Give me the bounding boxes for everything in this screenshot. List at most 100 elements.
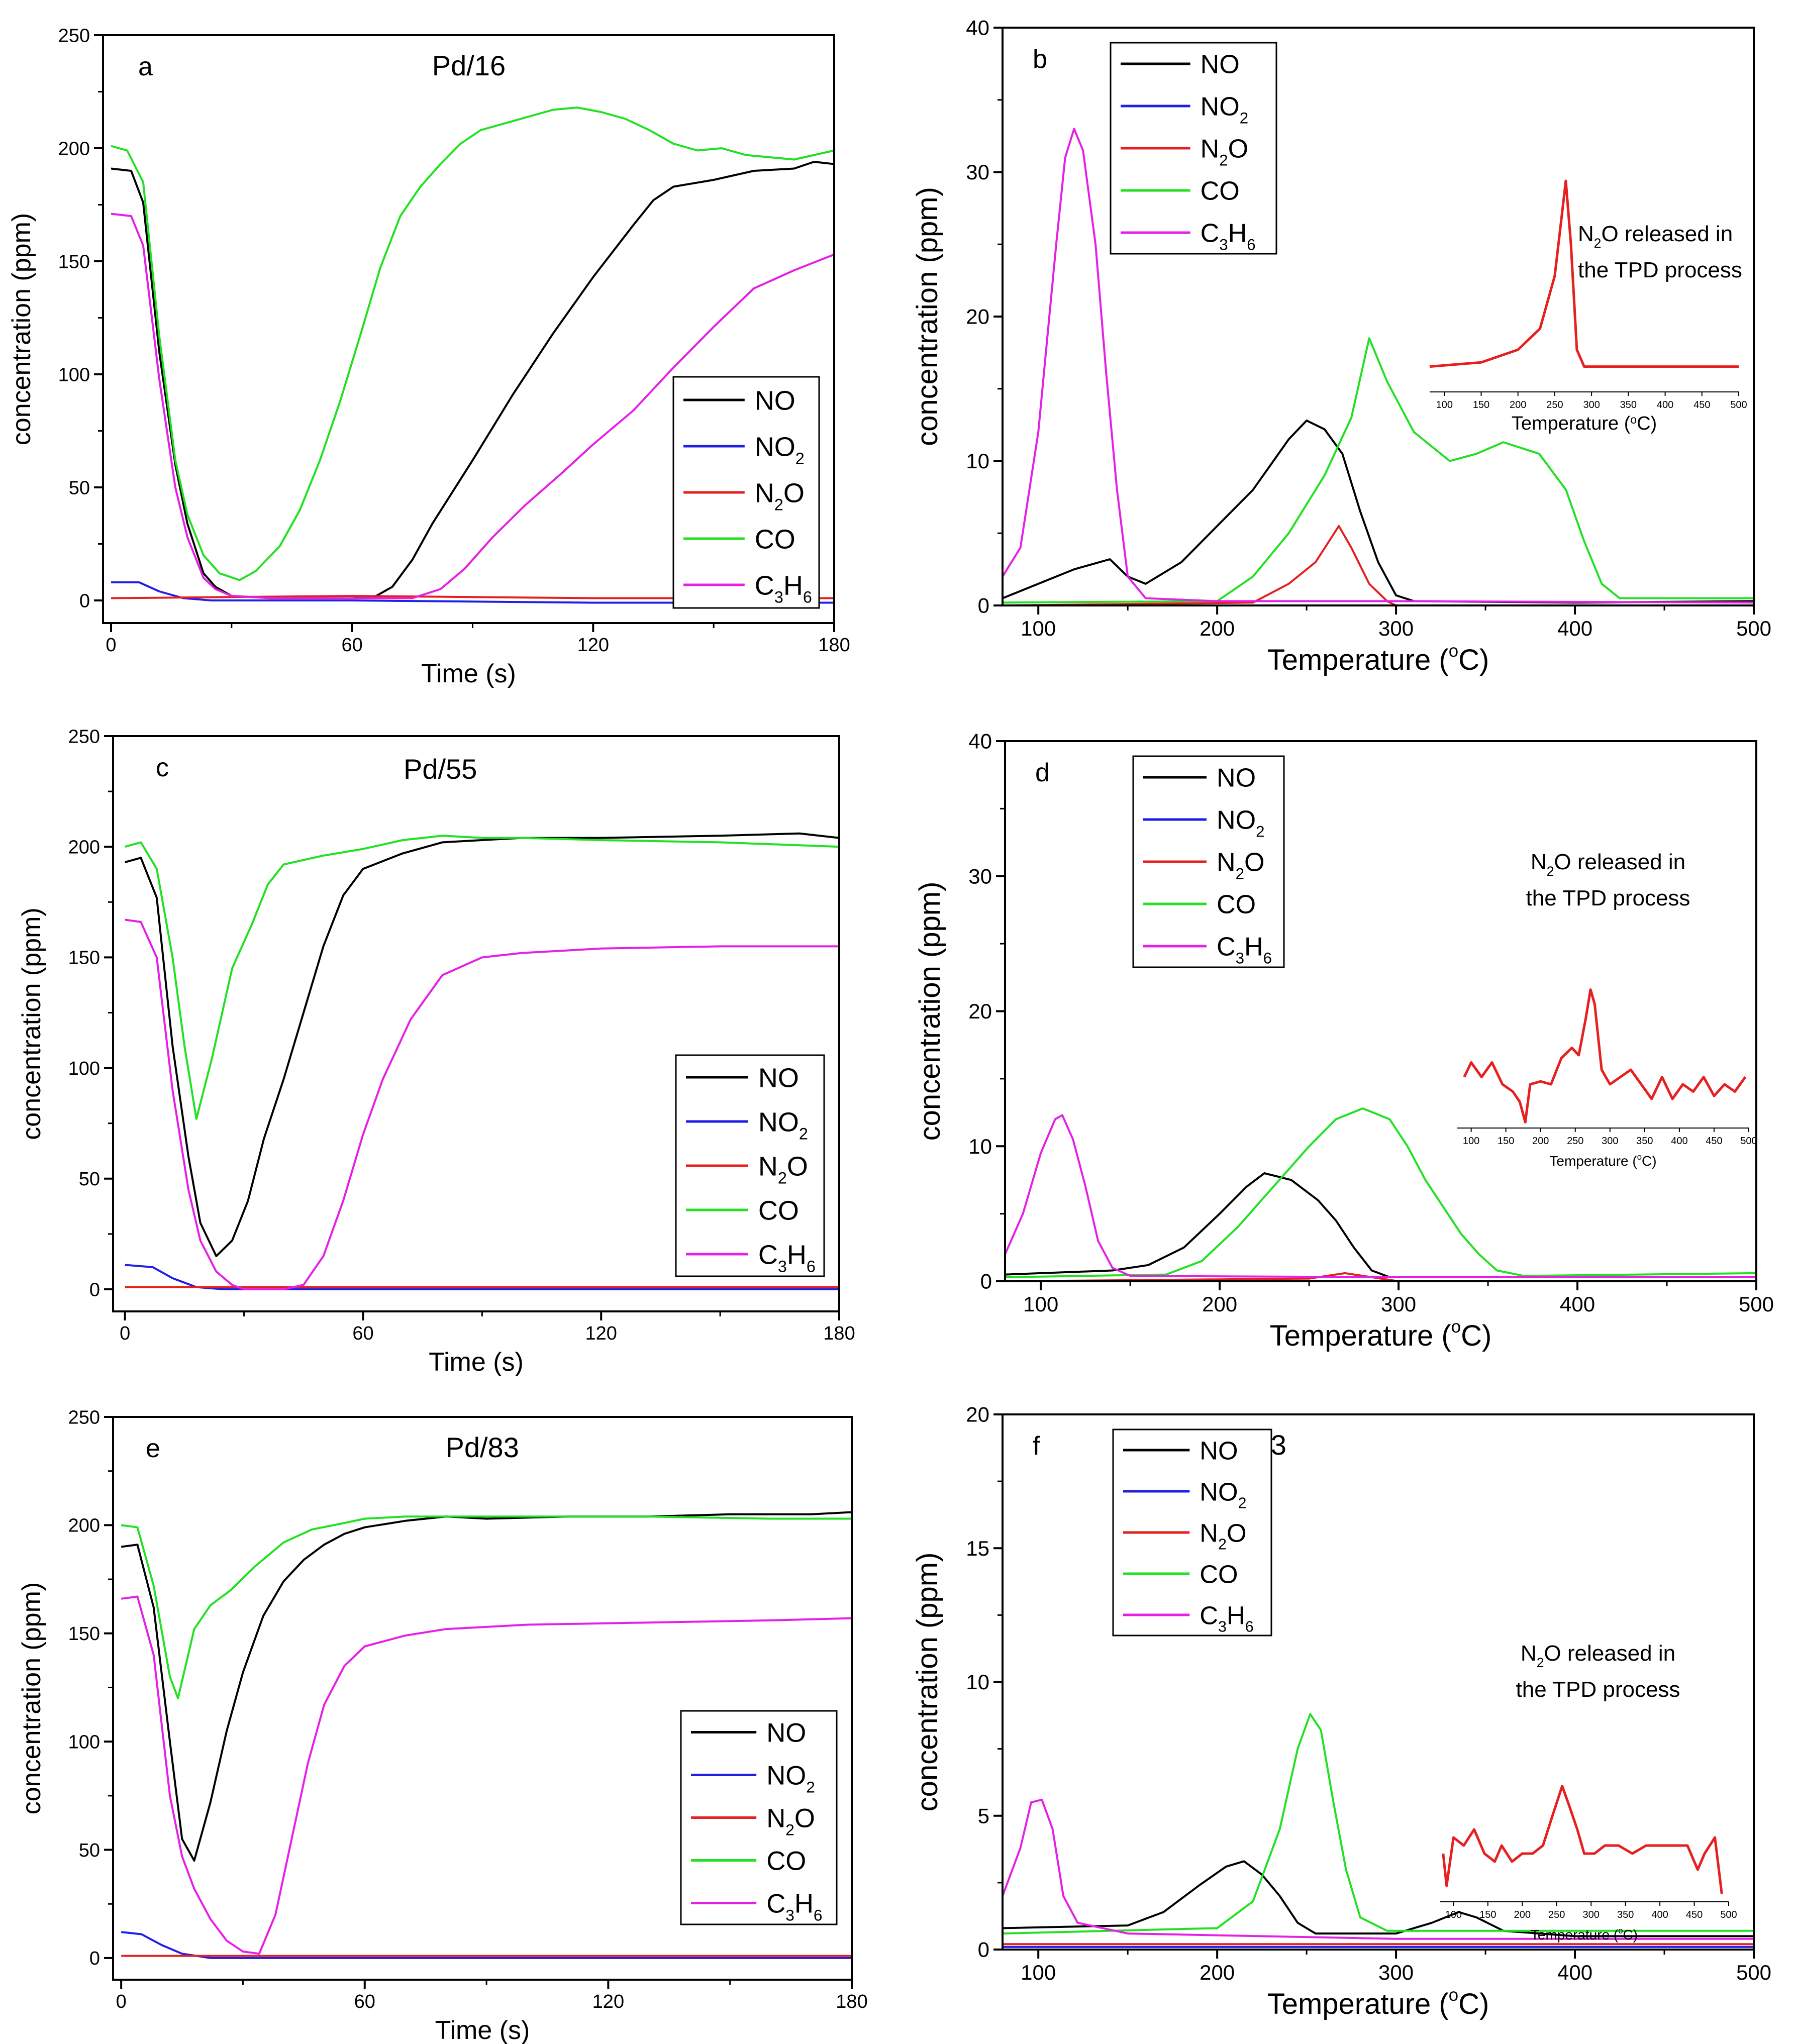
x-tick-label: 180 — [836, 1991, 867, 2012]
inset-tick-label: 400 — [1671, 1136, 1687, 1147]
inset-line — [1429, 179, 1739, 368]
inset-tick-label: 400 — [1657, 399, 1673, 411]
chart-b: 100 200 300 400 500 0 10 20 30 40 Temperature (oC)… — [911, 16, 1771, 676]
legend-label-no2: NO2 — [1200, 1477, 1246, 1511]
y-axis-label: concentration (ppm) — [911, 187, 944, 446]
inset-caption-line2: the TPD process — [1516, 1677, 1680, 1702]
y-tick-label: 250 — [58, 25, 90, 46]
x-axis-label: Temperature (oC) — [1267, 641, 1489, 676]
legend-label-no2: NO2 — [766, 1761, 815, 1796]
y-tick-label: 0 — [89, 1948, 100, 1969]
x-tick-label: 100 — [1021, 1961, 1056, 1984]
inset-tick-label: 350 — [1636, 1136, 1653, 1147]
inset-tick-label: 300 — [1583, 1909, 1600, 1920]
chart-e: 0 60 120 180 0 50 100 150 200 250 Time (s) concentr… — [17, 1407, 868, 2044]
panel-title: Pd/83 — [446, 1432, 519, 1463]
legend-label-co: CO — [1201, 177, 1240, 206]
series-line-c3h6 — [125, 918, 839, 1290]
legend-label-n2o: N2O — [755, 478, 805, 514]
plot-frame — [102, 34, 835, 624]
legend-label-no2: NO2 — [1217, 806, 1265, 841]
series-line-co — [125, 835, 839, 1120]
y-tick-label: 30 — [966, 160, 989, 184]
inset-tick-label: 200 — [1514, 1909, 1531, 1920]
x-tick-label: 200 — [1200, 617, 1235, 640]
series-line-no — [1003, 1860, 1754, 1937]
inset-tick-label: 450 — [1686, 1909, 1703, 1920]
legend-label-no: NO — [755, 385, 795, 416]
y-tick-label: 40 — [968, 730, 992, 753]
series-group — [125, 832, 839, 1290]
x-tick-label: 60 — [342, 635, 363, 656]
series-line-co — [1003, 1713, 1754, 1935]
inset-tick-label: 450 — [1706, 1136, 1722, 1147]
legend-label-c3h6: C3H6 — [1217, 933, 1272, 967]
legend-label-n2o: N2O — [1200, 1518, 1246, 1553]
x-tick-label: 100 — [1023, 1292, 1058, 1316]
inset-tick-label: 500 — [1740, 1136, 1757, 1147]
inset-tick-label: 500 — [1730, 399, 1747, 411]
y-tick-label: 20 — [966, 1403, 989, 1426]
x-tick-label: 0 — [116, 1991, 127, 2012]
series-line-co — [1005, 1107, 1756, 1278]
panel-letter: a — [138, 52, 153, 81]
series-group — [1003, 1713, 1754, 1948]
y-tick-label: 200 — [68, 837, 100, 858]
series-line-n2o — [1005, 1272, 1756, 1281]
legend-label-n2o: N2O — [1201, 135, 1249, 169]
series-line-no2 — [111, 581, 834, 604]
y-tick-label: 50 — [79, 1840, 100, 1861]
series-line-c3h6 — [121, 1595, 852, 1955]
x-tick-label: 0 — [120, 1323, 130, 1344]
legend: NO NO2 N2O CO C3H6 — [680, 1710, 838, 1925]
inset-tick-label: 250 — [1567, 1136, 1583, 1147]
panel-letter: e — [146, 1434, 160, 1463]
x-tick-label: 200 — [1202, 1292, 1237, 1316]
legend: NO NO2 N2O CO C3H6 — [1110, 42, 1277, 255]
y-axis-label: concentration (ppm) — [914, 882, 946, 1141]
legend-label-no: NO — [766, 1718, 806, 1748]
x-tick-label: 300 — [1378, 1961, 1414, 1984]
x-axis-label: Temperature (oC) — [1270, 1317, 1492, 1352]
x-tick-label: 180 — [823, 1323, 855, 1344]
inset-tick-label: 450 — [1693, 399, 1710, 411]
series-group — [111, 107, 834, 604]
panel-letter: d — [1035, 758, 1050, 787]
x-axis-label: Time (s) — [435, 2016, 530, 2044]
series-line-no — [1005, 1172, 1756, 1278]
x-axis-label: Temperature (oC) — [1267, 1985, 1489, 2020]
inset-tick-label: 350 — [1617, 1909, 1634, 1920]
legend-label-co: CO — [755, 524, 795, 554]
legend-label-n2o: N2O — [1217, 848, 1265, 883]
x-tick-label: 400 — [1557, 617, 1592, 640]
inset-line — [1442, 1785, 1723, 1894]
x-tick-label: 100 — [1021, 617, 1056, 640]
legend-label-no: NO — [1200, 1436, 1238, 1465]
y-tick-label: 50 — [79, 1169, 100, 1190]
series-line-c3h6 — [1003, 1798, 1754, 1940]
series-line-co — [121, 1515, 852, 1699]
x-axis-label: Time (s) — [421, 659, 516, 688]
y-tick-label: 10 — [966, 449, 989, 473]
inset-caption-line1: N2O released in — [1521, 1641, 1675, 1670]
legend-label-co: CO — [758, 1195, 799, 1225]
inset-tick-label: 300 — [1602, 1136, 1618, 1147]
legend-label-co: CO — [1217, 890, 1256, 919]
series-line-c3h6 — [1003, 128, 1754, 604]
series-line-co — [111, 107, 834, 581]
series-group — [121, 1511, 852, 1959]
y-tick-label: 150 — [68, 948, 100, 969]
chart-c: 0 60 120 180 0 50 100 150 200 250 Time (s) concentr… — [17, 726, 855, 1377]
x-tick-label: 120 — [592, 1991, 624, 2012]
x-tick-label: 60 — [352, 1323, 373, 1344]
inset-tick-label: 200 — [1532, 1136, 1549, 1147]
inset: 100 150 200 250 300 350 400 450 500 Temperature (… — [1440, 1641, 1737, 1943]
x-tick-label: 300 — [1381, 1292, 1416, 1316]
y-tick-label: 0 — [79, 590, 90, 611]
y-tick-label: 150 — [58, 251, 90, 272]
inset-caption-line1: N2O released in — [1531, 850, 1685, 879]
legend-label-n2o: N2O — [758, 1151, 808, 1187]
legend-label-co: CO — [766, 1846, 806, 1876]
inset-tick-label: 250 — [1548, 1909, 1565, 1920]
y-axis-label: concentration (ppm) — [7, 213, 36, 445]
